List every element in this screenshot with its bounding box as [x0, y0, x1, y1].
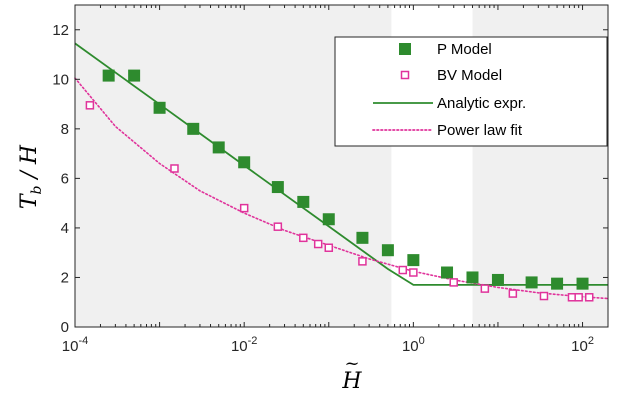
x-tick-base: 10: [231, 338, 248, 355]
x-tick-label: 10-4: [62, 335, 88, 355]
x-tick-label: 10-2: [231, 335, 257, 355]
x-axis-label: ~ H: [341, 353, 362, 394]
bv-model-point: [313, 239, 323, 249]
legend-label: Analytic expr.: [437, 95, 526, 112]
bv-model-point: [574, 293, 583, 302]
p-model-point: [525, 276, 538, 289]
legend-symbol-bv-model: [400, 70, 410, 80]
bv-model-point: [239, 203, 249, 213]
bv-model-point: [449, 278, 458, 287]
p-model-point: [551, 277, 564, 290]
y-tick-label: 2: [61, 269, 69, 286]
y-axis-label: Tb / H: [17, 144, 45, 209]
y-tick-label: 6: [61, 170, 69, 187]
bv-model-point: [85, 101, 95, 110]
series-line-4: [74, 77, 609, 300]
bv-model-point: [409, 268, 418, 277]
legend-symbol-p-model: [399, 43, 411, 55]
p-model-point: [297, 195, 310, 208]
p-model-point: [187, 122, 200, 135]
bv-model-point: [539, 291, 549, 301]
legend-box: [334, 36, 608, 147]
p-model-point: [238, 156, 251, 169]
y-axis-label-t: T: [17, 192, 42, 209]
x-tick-base: 10: [402, 338, 419, 355]
y-tick-label: 10: [52, 71, 69, 88]
p-model-point: [381, 244, 394, 257]
x-axis-label-accent: ~: [344, 353, 359, 374]
y-tick-label: 12: [52, 22, 69, 39]
p-model-point: [128, 69, 141, 82]
bv-model-point: [584, 293, 594, 302]
bv-model-point: [398, 265, 408, 275]
p-model-point: [271, 181, 284, 194]
bv-model-point: [273, 222, 283, 231]
y-tick-label: 4: [61, 220, 69, 237]
plot-frame: [74, 4, 609, 328]
bv-model-point: [299, 233, 308, 243]
x-tick-exponent: 2: [588, 335, 594, 347]
p-model-point: [491, 273, 504, 286]
p-model-point: [576, 277, 589, 290]
x-tick-label: 100: [402, 335, 425, 355]
y-tick-label: 8: [61, 121, 69, 138]
y-tick-label: 0: [61, 319, 69, 336]
x-tick-label: 102: [571, 335, 594, 355]
x-axis-label-base: H: [341, 369, 362, 394]
bv-model-point: [480, 284, 490, 293]
y-axis-label-sub: b: [29, 185, 45, 194]
series-markers: [85, 69, 594, 302]
y-axis-label-slash: /: [17, 164, 42, 185]
p-model-point: [356, 231, 369, 244]
p-model-point: [441, 266, 454, 279]
legend-label: BV Model: [437, 67, 502, 84]
p-model-point: [466, 271, 479, 284]
p-model-point: [322, 213, 335, 226]
legend: P Model BV Model Analytic expr. Power law f…: [334, 36, 608, 147]
x-tick-exponent: -4: [78, 335, 88, 347]
x-tick-exponent: 0: [419, 335, 425, 347]
p-model-point: [102, 69, 115, 82]
x-tick-base: 10: [571, 338, 588, 355]
bv-model-point: [324, 243, 334, 252]
x-tick-base: 10: [62, 338, 79, 355]
p-model-point: [407, 254, 420, 267]
p-model-point: [153, 101, 166, 114]
bv-model-point: [358, 257, 367, 266]
legend-label: P Model: [437, 41, 492, 58]
p-model-point: [212, 141, 225, 154]
bv-model-point: [170, 164, 179, 173]
x-tick-exponent: -2: [248, 335, 258, 347]
legend-label: Power law fit: [437, 122, 523, 139]
bv-model-point: [508, 289, 518, 298]
y-axis-label-h: H: [17, 144, 42, 165]
